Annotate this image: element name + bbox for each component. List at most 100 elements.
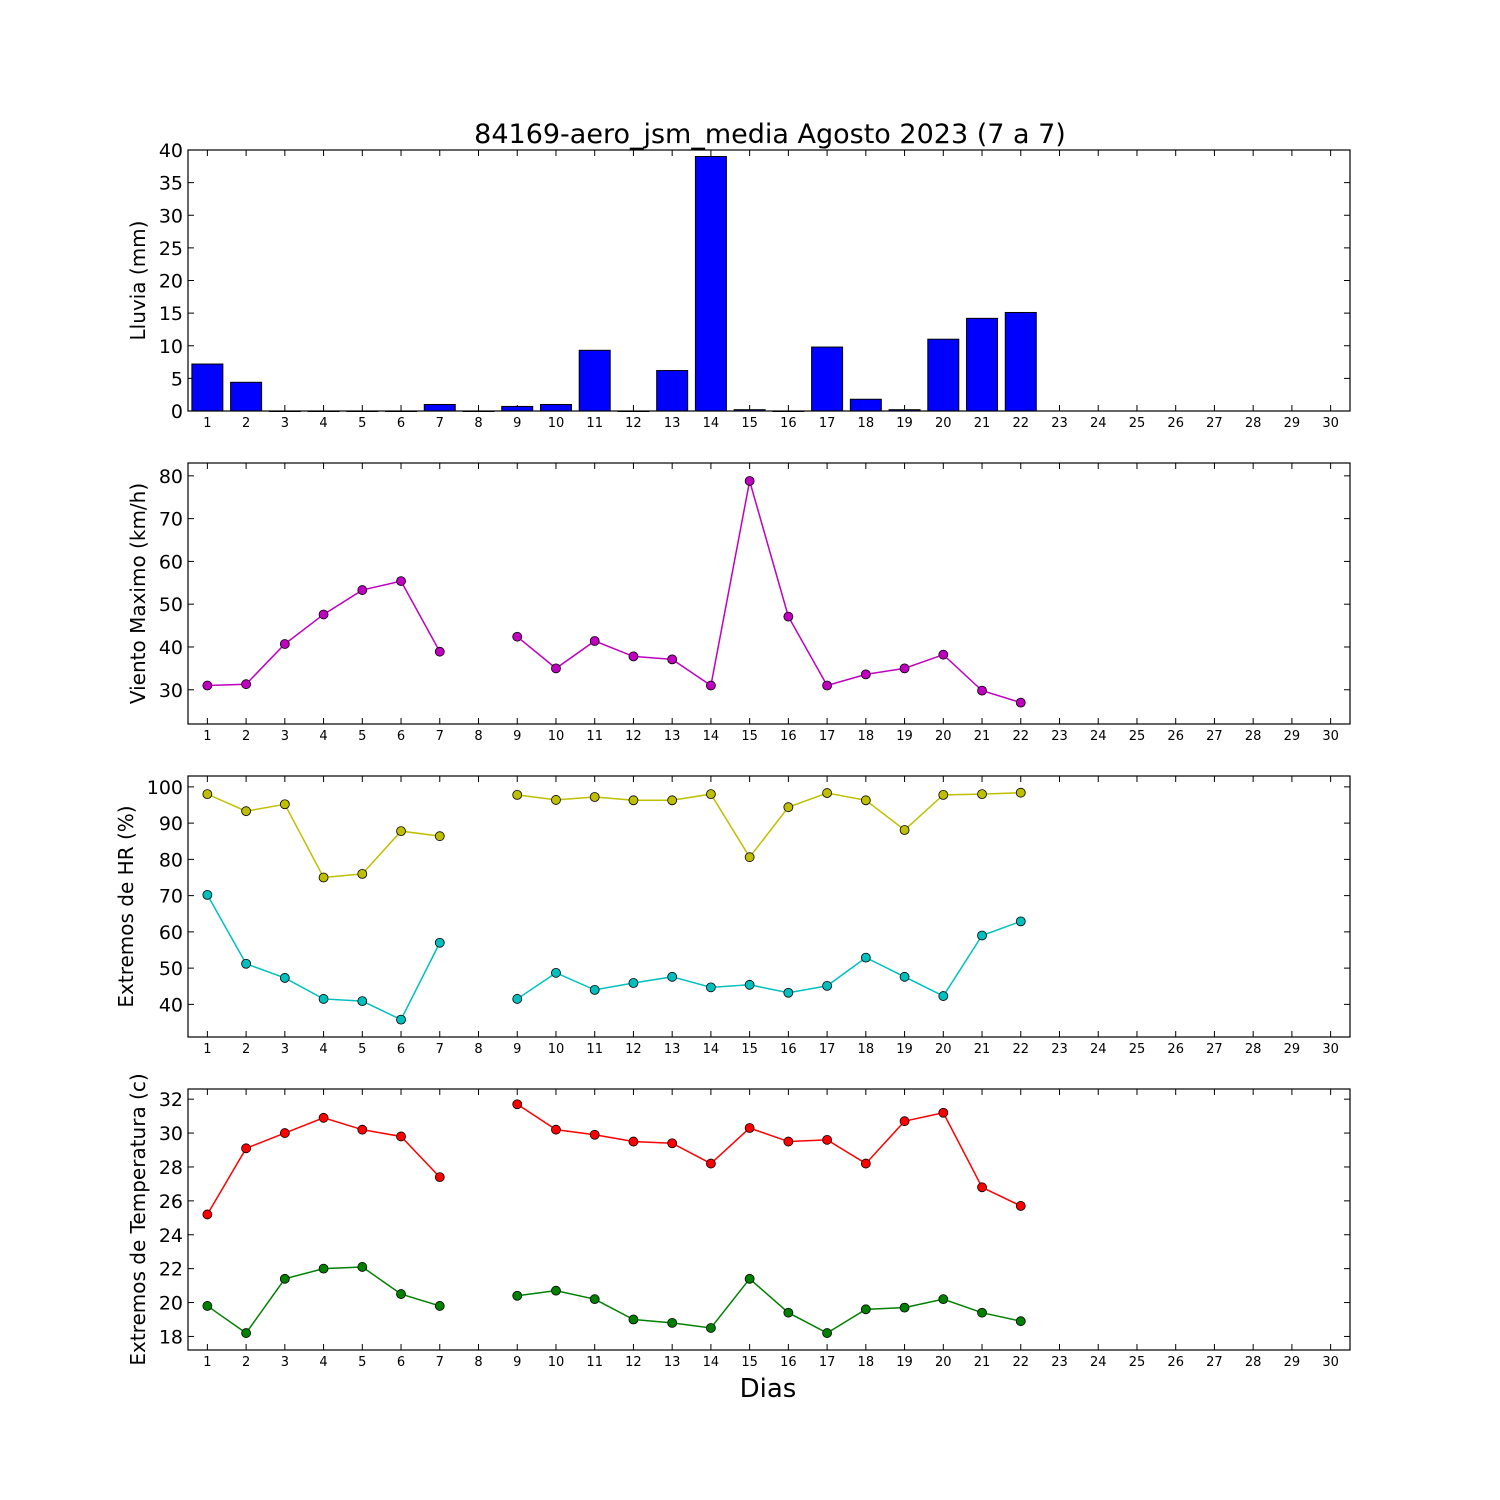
data-point bbox=[899, 825, 910, 835]
bar bbox=[694, 156, 727, 412]
x-tick-label: 5 bbox=[358, 1355, 366, 1370]
data-point bbox=[512, 631, 523, 642]
x-tick-label: 12 bbox=[625, 1042, 642, 1057]
data-point bbox=[860, 1158, 871, 1169]
data-point bbox=[396, 1131, 406, 1142]
x-tick-label: 10 bbox=[548, 1355, 565, 1370]
y-tick-label: 50 bbox=[159, 594, 183, 616]
x-tick-label: 17 bbox=[819, 1042, 836, 1057]
x-tick-label: 9 bbox=[513, 729, 521, 744]
bar bbox=[927, 338, 960, 412]
y-tick-label: 24 bbox=[159, 1225, 183, 1247]
x-tick-label: 8 bbox=[474, 1042, 482, 1057]
data-point bbox=[279, 799, 290, 810]
data-point bbox=[357, 868, 368, 879]
x-tick-label: 4 bbox=[319, 1042, 327, 1057]
data-point bbox=[899, 663, 910, 674]
data-point bbox=[202, 680, 213, 691]
data-point bbox=[396, 826, 406, 836]
data-point bbox=[279, 1273, 290, 1284]
data-point bbox=[938, 1294, 949, 1305]
y-tick-label: 18 bbox=[159, 1326, 183, 1348]
x-tick-label: 3 bbox=[281, 729, 289, 744]
x-tick-label: 9 bbox=[513, 416, 521, 431]
data-point bbox=[396, 1289, 406, 1299]
x-tick-label: 26 bbox=[1167, 1355, 1184, 1370]
bar bbox=[539, 403, 572, 412]
data-point bbox=[822, 788, 832, 798]
x-tick-label: 15 bbox=[741, 1355, 758, 1370]
y-tick-label: 28 bbox=[159, 1157, 183, 1179]
x-tick-label: 24 bbox=[1090, 729, 1107, 744]
bar bbox=[966, 317, 999, 412]
x-tick-label: 20 bbox=[935, 1042, 952, 1057]
x-tick-label: 16 bbox=[780, 1355, 797, 1370]
x-tick-label: 19 bbox=[896, 1355, 913, 1370]
x-tick-label: 27 bbox=[1206, 416, 1223, 431]
x-tick-label: 7 bbox=[436, 1042, 444, 1057]
x-tick-label: 26 bbox=[1167, 416, 1184, 431]
bar bbox=[849, 398, 882, 412]
y-tick-label: 20 bbox=[159, 1293, 183, 1315]
data-point bbox=[783, 1307, 794, 1318]
x-tick-label: 22 bbox=[1012, 729, 1029, 744]
y-tick-label: 70 bbox=[159, 886, 183, 908]
data-point bbox=[938, 991, 949, 1001]
series-line bbox=[517, 791, 1021, 859]
x-tick-label: 7 bbox=[436, 729, 444, 744]
x-tick-label: 5 bbox=[358, 416, 366, 431]
x-tick-label: 29 bbox=[1284, 416, 1301, 431]
x-tick-label: 15 bbox=[741, 416, 758, 431]
x-tick-label: 22 bbox=[1012, 1042, 1029, 1057]
x-tick-label: 9 bbox=[513, 1042, 521, 1057]
bar bbox=[191, 363, 224, 412]
data-point bbox=[667, 654, 678, 665]
data-point bbox=[434, 831, 445, 842]
x-tick-label: 16 bbox=[780, 1042, 797, 1057]
y-tick-label: 60 bbox=[159, 922, 183, 944]
data-point bbox=[357, 996, 368, 1007]
y-tick-label: 90 bbox=[159, 813, 183, 835]
y-tick-label: 60 bbox=[159, 551, 183, 573]
x-tick-label: 21 bbox=[974, 1355, 991, 1370]
x-tick-label: 28 bbox=[1245, 729, 1262, 744]
data-point bbox=[706, 789, 716, 800]
x-tick-label: 15 bbox=[741, 1042, 758, 1057]
data-point bbox=[589, 984, 600, 995]
y-axis-label: Lluvia (mm) bbox=[126, 221, 150, 341]
x-tick-label: 25 bbox=[1129, 416, 1146, 431]
data-point bbox=[357, 1262, 368, 1272]
plot-frame bbox=[187, 149, 1351, 412]
y-tick-label: 22 bbox=[159, 1259, 183, 1281]
x-tick-label: 14 bbox=[703, 729, 720, 744]
data-point bbox=[822, 680, 832, 691]
x-tick-label: 5 bbox=[358, 729, 366, 744]
x-tick-label: 11 bbox=[586, 416, 603, 431]
x-tick-label: 11 bbox=[586, 1042, 603, 1057]
data-point bbox=[822, 1328, 832, 1338]
x-tick-label: 28 bbox=[1245, 1355, 1262, 1370]
data-point bbox=[706, 1323, 716, 1333]
y-axis-label: Extremos de Temperatura (c) bbox=[126, 1073, 150, 1365]
data-point bbox=[357, 585, 368, 595]
x-tick-label: 26 bbox=[1167, 1042, 1184, 1057]
data-point bbox=[279, 973, 290, 983]
x-tick-label: 28 bbox=[1245, 1042, 1262, 1057]
data-point bbox=[357, 1124, 368, 1135]
x-tick-label: 13 bbox=[664, 1042, 681, 1057]
data-point bbox=[589, 1294, 600, 1305]
data-point bbox=[667, 971, 678, 982]
data-point bbox=[977, 1307, 987, 1318]
data-point bbox=[938, 789, 949, 800]
data-point bbox=[551, 663, 561, 674]
x-tick-label: 24 bbox=[1090, 1355, 1107, 1370]
y-tick-label: 30 bbox=[159, 1123, 183, 1145]
x-tick-label: 23 bbox=[1051, 729, 1068, 744]
data-point bbox=[899, 1116, 910, 1127]
data-point bbox=[318, 994, 329, 1004]
x-tick-label: 20 bbox=[935, 729, 952, 744]
series-line bbox=[517, 1277, 1021, 1334]
y-tick-label: 0 bbox=[171, 401, 183, 423]
